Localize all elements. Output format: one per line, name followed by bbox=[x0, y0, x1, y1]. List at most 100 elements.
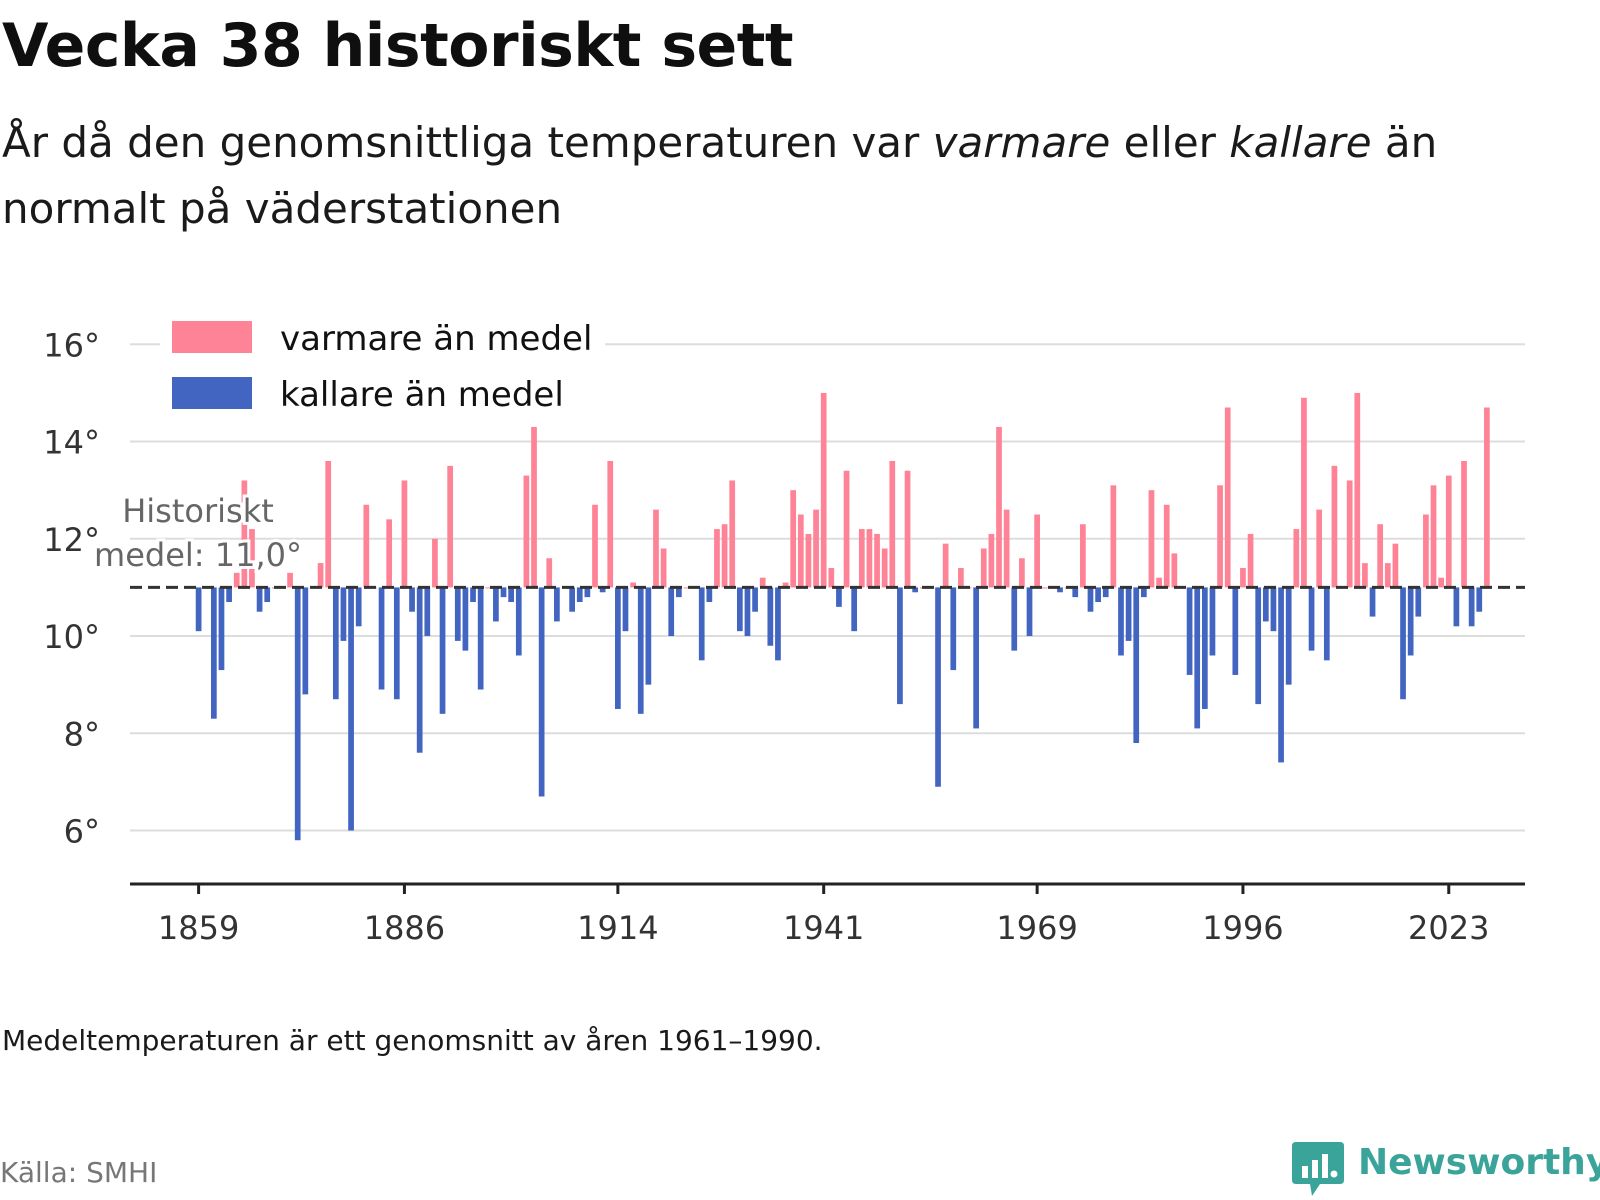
bar-1949 bbox=[881, 548, 888, 588]
bar-1896 bbox=[477, 587, 484, 690]
bar-1991 bbox=[1201, 587, 1208, 709]
bar-2007 bbox=[1323, 587, 1330, 661]
bar-1894 bbox=[462, 587, 469, 651]
bar-1975 bbox=[1080, 524, 1086, 588]
bar-1942 bbox=[828, 567, 835, 588]
x-tick-label: 1996 bbox=[1202, 909, 1283, 947]
subtitle-text-2: eller bbox=[1110, 118, 1230, 167]
bar-1859 bbox=[195, 587, 202, 632]
bar-2026 bbox=[1468, 587, 1475, 627]
bar-1999 bbox=[1262, 587, 1269, 622]
bar-1952 bbox=[904, 470, 911, 588]
x-tick-label: 1941 bbox=[783, 909, 864, 947]
bar-1932 bbox=[752, 587, 758, 612]
subtitle-text-3: än normalt på väderstationen bbox=[2, 118, 1438, 233]
bar-1996 bbox=[1240, 567, 1246, 588]
bar-1957 bbox=[942, 543, 949, 588]
bar-1980 bbox=[1118, 587, 1124, 656]
bar-1885 bbox=[393, 587, 400, 700]
bar-1910 bbox=[584, 587, 591, 598]
bar-1974 bbox=[1072, 587, 1079, 598]
bar-1968 bbox=[1026, 587, 1033, 637]
bar-1983 bbox=[1140, 587, 1147, 598]
bar-1987 bbox=[1171, 553, 1178, 588]
bar-1919 bbox=[653, 509, 659, 588]
temperature-bar-chart: 1859 1886 1914 1941 1969 1996 2023 6° 8° 10° 12° 1… bbox=[43, 310, 1525, 947]
bar-1903 bbox=[531, 426, 537, 588]
bar-1929 bbox=[729, 480, 736, 588]
bar-1941 bbox=[820, 392, 827, 588]
bar-2001 bbox=[1278, 587, 1284, 763]
legend-label-cold: kallare än medel bbox=[280, 375, 564, 415]
bar-1992 bbox=[1209, 587, 1216, 656]
historical-mean-label: Historiskt medel: 11,0° bbox=[91, 489, 305, 577]
bar-1989 bbox=[1186, 587, 1193, 675]
y-tick-label: 8° bbox=[64, 715, 100, 753]
brand-logo: Newsworthy bbox=[1290, 1140, 1600, 1196]
bar-1950 bbox=[889, 461, 896, 588]
bar-2003 bbox=[1293, 529, 1300, 588]
bar-1892 bbox=[447, 465, 454, 588]
bar-2020 bbox=[1423, 514, 1429, 588]
y-tick-label: 16° bbox=[43, 326, 100, 364]
bar-1934 bbox=[767, 587, 774, 646]
bar-1872 bbox=[294, 587, 301, 841]
bar-1931 bbox=[744, 587, 751, 637]
bar-1875 bbox=[317, 563, 324, 588]
bar-1878 bbox=[340, 587, 347, 641]
bar-1883 bbox=[378, 587, 385, 690]
bar-1916 bbox=[630, 582, 636, 588]
bar-1914 bbox=[615, 587, 621, 709]
bar-1899 bbox=[500, 587, 507, 598]
footnote: Medeltemperaturen är ett genomsnitt av å… bbox=[2, 1024, 823, 1057]
bar-1956 bbox=[935, 587, 941, 787]
bar-1908 bbox=[569, 587, 575, 612]
bar-1994 bbox=[1224, 407, 1231, 588]
bar-1915 bbox=[622, 587, 629, 632]
bar-1867 bbox=[256, 587, 263, 612]
bar-1866 bbox=[249, 529, 255, 588]
newsworthy-logo-icon bbox=[1292, 1142, 1344, 1196]
bar-1951 bbox=[897, 587, 903, 705]
bar-1939 bbox=[805, 533, 812, 588]
bar-1900 bbox=[508, 587, 515, 602]
bar-1912 bbox=[599, 587, 606, 593]
bar-1902 bbox=[523, 475, 530, 588]
legend: varmare än medel kallare än medel bbox=[160, 310, 605, 420]
bar-1938 bbox=[797, 514, 804, 588]
bar-1861 bbox=[210, 587, 217, 719]
bar-1909 bbox=[576, 587, 583, 602]
bar-1963 bbox=[988, 533, 995, 588]
bar-2013 bbox=[1369, 587, 1376, 617]
bar-1933 bbox=[759, 577, 766, 588]
bar-1905 bbox=[546, 558, 553, 588]
bar-1970 bbox=[1041, 587, 1048, 589]
legend-swatch-cold bbox=[172, 377, 252, 409]
bar-1937 bbox=[790, 490, 797, 588]
bar-1961 bbox=[973, 587, 980, 729]
bar-1981 bbox=[1125, 587, 1132, 641]
bar-1944 bbox=[843, 470, 850, 588]
bar-1880 bbox=[355, 587, 362, 627]
y-tick-label: 14° bbox=[43, 424, 100, 462]
bar-1943 bbox=[836, 587, 842, 607]
bar-1893 bbox=[454, 587, 461, 641]
bar-1965 bbox=[1003, 509, 1010, 588]
bar-1922 bbox=[675, 587, 682, 598]
bar-1977 bbox=[1095, 587, 1101, 602]
bar-1953 bbox=[912, 587, 919, 593]
bar-1967 bbox=[1019, 558, 1025, 588]
x-tick-label: 1969 bbox=[996, 909, 1077, 947]
bar-2024 bbox=[1453, 587, 1460, 627]
chart-subtitle: År då den genomsnittliga temperaturen va… bbox=[2, 110, 1562, 242]
bar-1887 bbox=[409, 587, 415, 612]
x-axis: 1859 1886 1914 1941 1969 1996 2023 bbox=[130, 882, 1525, 947]
y-tick-label: 10° bbox=[43, 618, 100, 656]
chart-title: Vecka 38 historiskt sett bbox=[2, 11, 794, 81]
bar-1935 bbox=[775, 587, 781, 661]
bar-1863 bbox=[226, 587, 232, 602]
bar-1969 bbox=[1034, 514, 1040, 588]
bar-1889 bbox=[424, 587, 431, 637]
bar-1925 bbox=[698, 587, 705, 661]
x-tick-label: 1859 bbox=[158, 909, 239, 947]
